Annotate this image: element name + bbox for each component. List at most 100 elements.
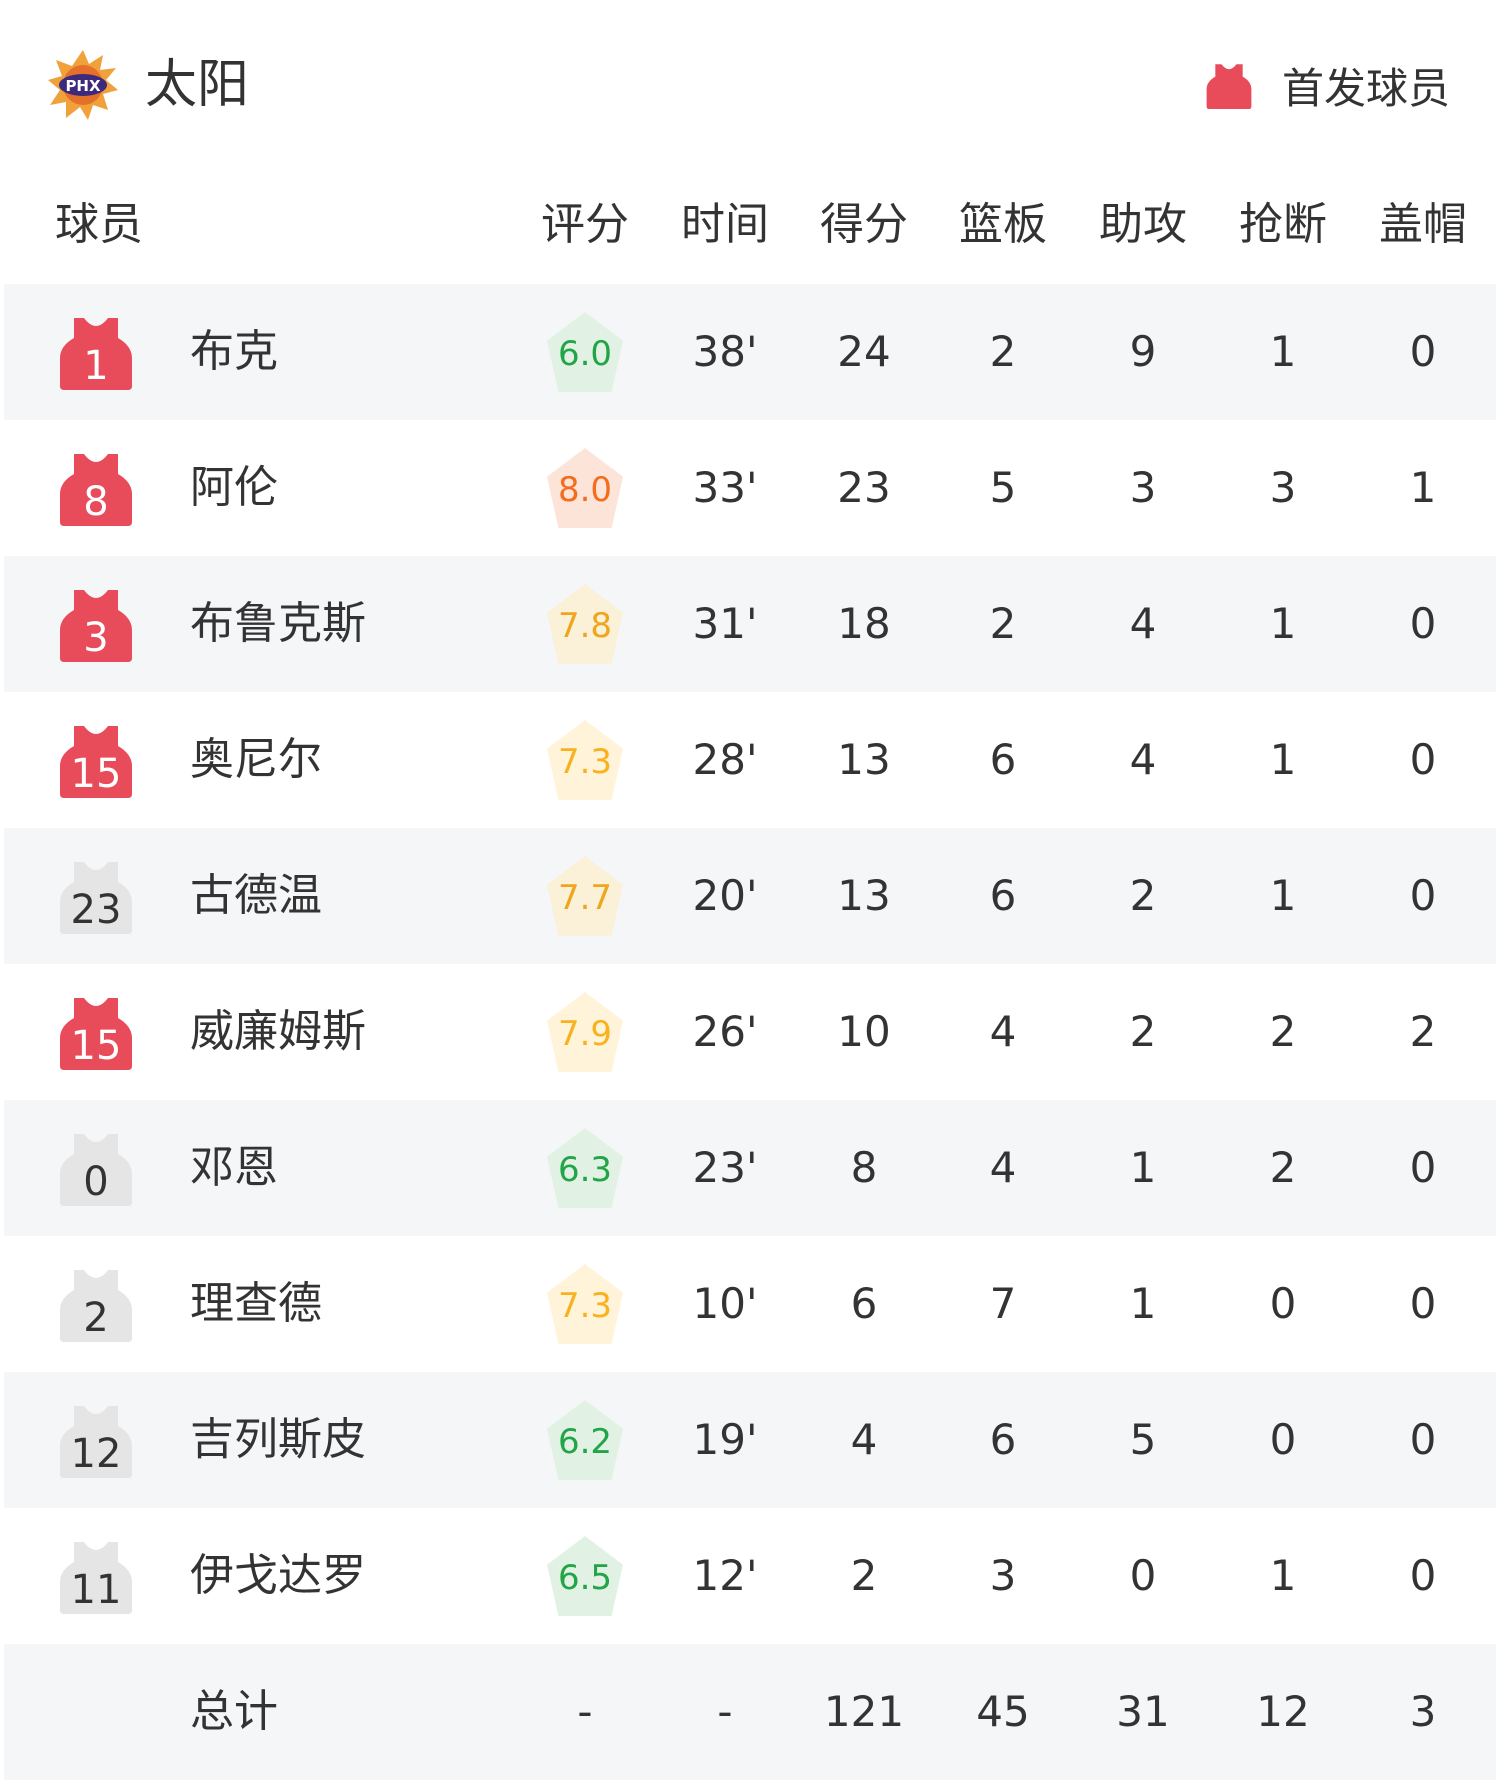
pts-cell: 13 xyxy=(837,871,891,920)
reb-cell: 4 xyxy=(989,1007,1017,1056)
jersey-number: 12 xyxy=(70,1431,122,1477)
jersey-icon xyxy=(60,318,132,390)
stl-cell: 1 xyxy=(1269,1551,1297,1600)
player-row[interactable]: 8 阿伦 8.0 33' 23 5 3 3 1 xyxy=(4,420,1496,556)
total-label: 总计 xyxy=(190,1686,278,1737)
blk-cell: 0 xyxy=(1409,1279,1437,1328)
legend-label: 首发球员 xyxy=(1281,64,1450,113)
player-row[interactable]: 23 古德温 7.7 20' 13 6 2 1 0 xyxy=(4,828,1496,964)
reb-cell: 2 xyxy=(989,327,1017,376)
blk-cell: 0 xyxy=(1409,1551,1437,1600)
stl-cell: 12 xyxy=(1256,1687,1310,1736)
time-cell: - xyxy=(717,1687,733,1736)
jersey-icon xyxy=(60,998,132,1070)
jersey-icon xyxy=(60,862,132,934)
pts-cell: 24 xyxy=(837,327,891,376)
time-cell: 20' xyxy=(692,871,758,920)
col-time: 时间 xyxy=(681,199,769,250)
reb-cell: 5 xyxy=(989,463,1017,512)
reb-cell: 6 xyxy=(989,1415,1017,1464)
player-row[interactable]: 15 威廉姆斯 7.9 26' 10 4 2 2 2 xyxy=(4,964,1496,1100)
jersey-number-badge: 2 xyxy=(60,1268,132,1342)
col-rebounds: 篮板 xyxy=(959,199,1047,250)
player-name[interactable]: 吉列斯皮 xyxy=(190,1414,366,1465)
time-cell: 31' xyxy=(692,599,758,648)
pts-cell: 18 xyxy=(837,599,891,648)
ast-cell: 9 xyxy=(1129,327,1157,376)
reb-cell: 45 xyxy=(976,1687,1030,1736)
ast-cell: 4 xyxy=(1129,735,1157,784)
player-name[interactable]: 奥尼尔 xyxy=(190,734,322,785)
ast-cell: 0 xyxy=(1129,1551,1157,1600)
player-row[interactable]: 3 布鲁克斯 7.8 31' 18 2 4 1 0 xyxy=(4,556,1496,692)
reb-cell: 6 xyxy=(989,871,1017,920)
pts-cell: 23 xyxy=(837,463,891,512)
player-name[interactable]: 古德温 xyxy=(190,870,322,921)
jersey-icon xyxy=(60,1134,132,1206)
player-row[interactable]: 11 伊戈达罗 6.5 12' 2 3 0 1 0 xyxy=(4,1508,1496,1644)
jersey-number-badge: 0 xyxy=(60,1132,132,1206)
jersey-number-badge: 11 xyxy=(60,1540,132,1614)
player-row[interactable]: 12 吉列斯皮 6.2 19' 4 6 5 0 0 xyxy=(4,1372,1496,1508)
time-cell: 10' xyxy=(692,1279,758,1328)
ast-cell: 1 xyxy=(1129,1143,1157,1192)
pts-cell: 6 xyxy=(850,1279,878,1328)
blk-cell: 0 xyxy=(1409,599,1437,648)
team-logo: PHX xyxy=(48,50,118,120)
rating-badge: 7.9 xyxy=(547,992,623,1072)
jersey-icon xyxy=(1206,63,1252,109)
reb-cell: 6 xyxy=(989,735,1017,784)
player-name[interactable]: 邓恩 xyxy=(190,1142,278,1193)
jersey-number: 15 xyxy=(70,751,122,797)
blk-cell: 3 xyxy=(1409,1687,1437,1736)
rating-badge: 6.2 xyxy=(547,1400,623,1480)
reb-cell: 4 xyxy=(989,1143,1017,1192)
ast-cell: 4 xyxy=(1129,599,1157,648)
blk-cell: 0 xyxy=(1409,327,1437,376)
time-cell: 19' xyxy=(692,1415,758,1464)
rating-badge: 6.5 xyxy=(547,1536,623,1616)
jersey-icon xyxy=(60,590,132,662)
jersey-icon xyxy=(60,1270,132,1342)
jersey-number: 8 xyxy=(83,479,109,525)
pts-cell: 8 xyxy=(850,1143,878,1192)
time-cell: 26' xyxy=(692,1007,758,1056)
stl-cell: 1 xyxy=(1269,599,1297,648)
pts-cell: 121 xyxy=(823,1687,905,1736)
col-player: 球员 xyxy=(55,199,143,250)
time-cell: 12' xyxy=(692,1551,758,1600)
rating-badge: 7.3 xyxy=(547,720,623,800)
player-name[interactable]: 阿伦 xyxy=(190,462,278,513)
rating-badge: 6.0 xyxy=(547,312,623,392)
jersey-icon xyxy=(60,726,132,798)
pts-cell: 4 xyxy=(850,1415,878,1464)
player-name[interactable]: 布鲁克斯 xyxy=(190,598,366,649)
rating-badge: 8.0 xyxy=(547,448,623,528)
time-cell: 33' xyxy=(692,463,758,512)
player-table: 1 布克 6.0 38' 24 2 9 1 0 8 阿伦 8.0 33' 23 5 3 3 1 3 布鲁克斯 7.8 31… xyxy=(4,284,1496,1780)
jersey-number-badge: 15 xyxy=(60,724,132,798)
rating-badge: 7.3 xyxy=(547,1264,623,1344)
player-name[interactable]: 威廉姆斯 xyxy=(190,1006,366,1057)
jersey-number: 0 xyxy=(83,1159,109,1205)
ast-cell: 2 xyxy=(1129,871,1157,920)
time-cell: 23' xyxy=(692,1143,758,1192)
blk-cell: 0 xyxy=(1409,735,1437,784)
jersey-icon xyxy=(60,1542,132,1614)
stl-cell: 1 xyxy=(1269,327,1297,376)
ast-cell: 5 xyxy=(1129,1415,1157,1464)
player-name[interactable]: 布克 xyxy=(190,326,278,377)
col-points: 得分 xyxy=(820,199,908,250)
stl-cell: 0 xyxy=(1269,1415,1297,1464)
player-row[interactable]: 0 邓恩 6.3 23' 8 4 1 2 0 xyxy=(4,1100,1496,1236)
player-row[interactable]: 15 奥尼尔 7.3 28' 13 6 4 1 0 xyxy=(4,692,1496,828)
player-name[interactable]: 伊戈达罗 xyxy=(190,1550,366,1601)
stl-cell: 2 xyxy=(1269,1143,1297,1192)
player-name[interactable]: 理查德 xyxy=(190,1278,322,1329)
player-row[interactable]: 2 理查德 7.3 10' 6 7 1 0 0 xyxy=(4,1236,1496,1372)
player-row[interactable]: 1 布克 6.0 38' 24 2 9 1 0 xyxy=(4,284,1496,420)
jersey-number: 23 xyxy=(70,887,122,933)
jersey-number-badge: 12 xyxy=(60,1404,132,1478)
rating-cell: - xyxy=(577,1687,593,1736)
jersey-number: 2 xyxy=(83,1295,109,1341)
